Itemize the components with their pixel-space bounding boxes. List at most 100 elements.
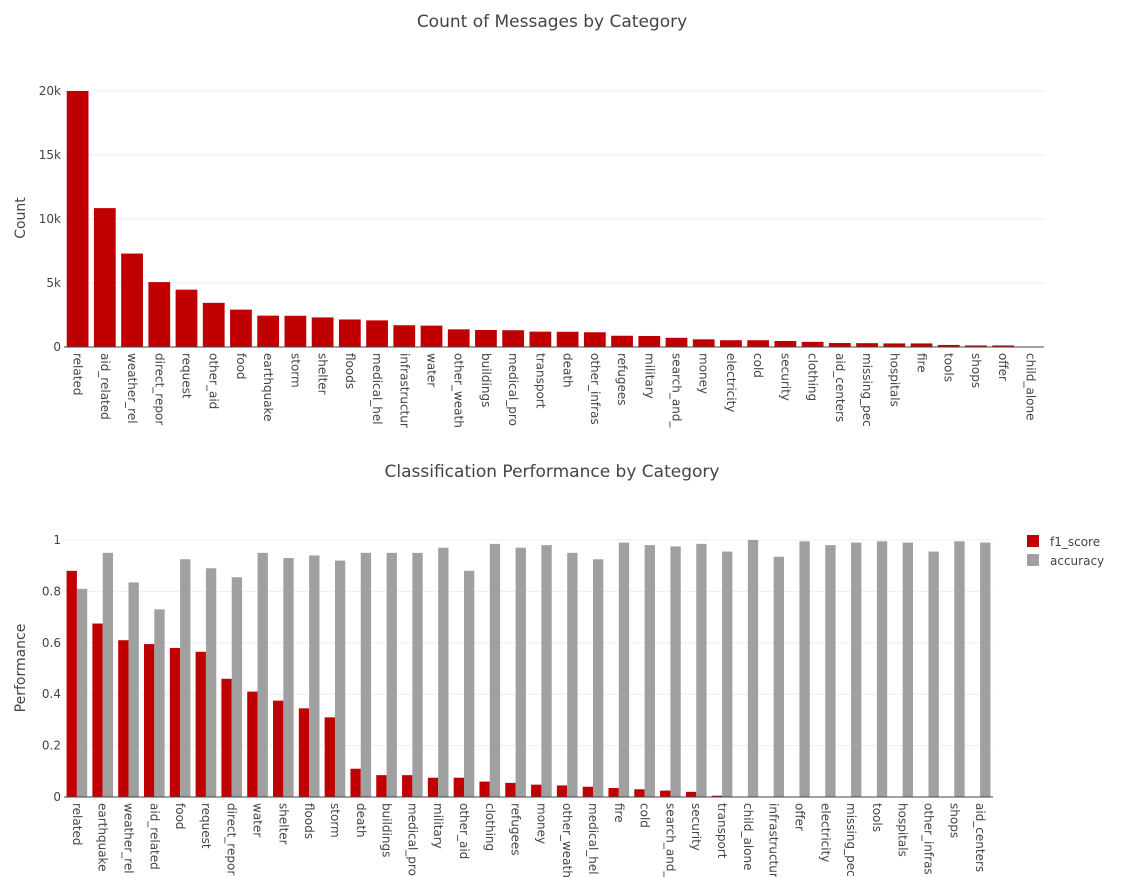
bar-f1-score-other-weath[interactable] <box>556 785 568 797</box>
bar-f1-score-death[interactable] <box>350 768 361 797</box>
bar-count-security[interactable] <box>774 340 797 347</box>
bar-count-tools[interactable] <box>937 344 960 347</box>
bar-accuracy-military[interactable] <box>438 547 449 797</box>
bar-accuracy-other-aid[interactable] <box>463 570 475 797</box>
bar-accuracy-clothing[interactable] <box>489 543 501 797</box>
bar-f1-score-refugees[interactable] <box>505 782 516 797</box>
bar-accuracy-earthquake[interactable] <box>102 552 114 797</box>
bar-accuracy-medical-pro[interactable] <box>412 552 423 797</box>
bar-accuracy-request[interactable] <box>205 568 217 797</box>
bar-accuracy-tools[interactable] <box>876 541 888 797</box>
bar-count-money[interactable] <box>692 339 715 347</box>
bar-accuracy-weather-rel[interactable] <box>128 582 139 797</box>
bar-f1-score-shelter[interactable] <box>273 700 284 797</box>
bar-f1-score-search-and-[interactable] <box>660 790 671 797</box>
bar-count-electricity[interactable] <box>720 340 742 347</box>
bar-count-aid-related[interactable] <box>93 208 116 347</box>
bar-accuracy-refugees[interactable] <box>515 547 526 797</box>
bar-count-search-and-[interactable] <box>665 337 688 347</box>
bar-accuracy-infrastructur[interactable] <box>773 556 784 797</box>
bar-f1-score-buildings[interactable] <box>376 775 387 797</box>
bar-f1-score-aid-related[interactable] <box>143 644 155 797</box>
bar-f1-score-direct-repor[interactable] <box>221 678 232 797</box>
bar-f1-score-clothing[interactable] <box>479 781 490 797</box>
bar-count-floods[interactable] <box>338 319 361 347</box>
bar-accuracy-fire[interactable] <box>618 542 630 797</box>
bar-count-aid-centers[interactable] <box>828 343 851 347</box>
legend-swatch-f1-score[interactable] <box>1027 535 1039 547</box>
bar-accuracy-security[interactable] <box>696 543 707 797</box>
bar-count-other-infras[interactable] <box>583 332 606 347</box>
bar-count-cold[interactable] <box>747 340 770 347</box>
bar-count-direct-repor[interactable] <box>148 282 171 347</box>
bar-f1-score-request[interactable] <box>195 651 206 797</box>
bar-accuracy-floods[interactable] <box>309 555 320 797</box>
bar-count-request[interactable] <box>175 289 198 347</box>
bar-f1-score-medical-pro[interactable] <box>402 775 413 797</box>
bar-accuracy-missing-pec[interactable] <box>851 542 862 797</box>
bar-f1-score-weather-rel[interactable] <box>118 640 129 797</box>
bar-accuracy-search-and-[interactable] <box>670 546 681 797</box>
bar-count-buildings[interactable] <box>475 329 497 347</box>
bar-accuracy-food[interactable] <box>180 559 191 797</box>
bar-count-medical-hel[interactable] <box>366 320 388 347</box>
bar-accuracy-child-alone[interactable] <box>747 540 759 797</box>
bar-accuracy-electricity[interactable] <box>825 545 836 797</box>
bar-count-offer[interactable] <box>992 345 1015 347</box>
bar-accuracy-storm[interactable] <box>334 560 346 797</box>
bar-count-missing-pec[interactable] <box>856 343 878 347</box>
bar-count-storm[interactable] <box>284 315 307 347</box>
bar-f1-score-money[interactable] <box>531 784 542 797</box>
bar-f1-score-cold[interactable] <box>634 789 645 797</box>
legend-label-accuracy[interactable]: accuracy <box>1050 554 1104 568</box>
bar-count-shops[interactable] <box>965 345 987 347</box>
bar-count-fire[interactable] <box>910 343 933 347</box>
bar-accuracy-aid-related[interactable] <box>154 609 165 797</box>
chart2-bars[interactable] <box>66 540 991 797</box>
bar-accuracy-money[interactable] <box>541 545 552 797</box>
bar-f1-score-food[interactable] <box>169 647 181 797</box>
bar-count-clothing[interactable] <box>801 341 824 347</box>
bar-f1-score-water[interactable] <box>247 691 258 797</box>
bar-accuracy-buildings[interactable] <box>386 552 397 797</box>
bar-f1-score-medical-hel[interactable] <box>582 786 594 797</box>
bar-accuracy-shelter[interactable] <box>283 557 294 797</box>
chart1-bars[interactable] <box>66 91 1015 347</box>
bar-count-other-aid[interactable] <box>202 302 225 347</box>
bar-accuracy-cold[interactable] <box>644 545 655 797</box>
bar-count-shelter[interactable] <box>311 317 334 347</box>
bar-f1-score-military[interactable] <box>427 777 439 797</box>
bar-count-earthquake[interactable] <box>257 315 280 347</box>
bar-count-hospitals[interactable] <box>883 343 906 347</box>
legend-swatch-accuracy[interactable] <box>1027 554 1039 566</box>
bar-f1-score-security[interactable] <box>685 791 697 797</box>
bar-count-food[interactable] <box>230 309 252 347</box>
bar-accuracy-hospitals[interactable] <box>902 542 914 797</box>
bar-count-related[interactable] <box>66 91 89 347</box>
bar-f1-score-other-aid[interactable] <box>453 777 464 797</box>
bar-count-infrastructur[interactable] <box>393 325 416 347</box>
bar-accuracy-related[interactable] <box>76 588 88 797</box>
bar-accuracy-transport[interactable] <box>722 551 733 797</box>
bar-accuracy-offer[interactable] <box>799 541 810 797</box>
legend-label-f1-score[interactable]: f1_score <box>1050 535 1100 549</box>
bar-accuracy-aid-centers[interactable] <box>980 542 991 797</box>
bar-count-weather-rel[interactable] <box>121 253 143 347</box>
bar-accuracy-other-weath[interactable] <box>567 552 578 797</box>
bar-count-death[interactable] <box>556 331 579 347</box>
chart2-legend[interactable]: f1_score accuracy <box>1027 535 1104 568</box>
bar-accuracy-direct-repor[interactable] <box>231 577 243 797</box>
bar-accuracy-water[interactable] <box>257 552 268 797</box>
bar-f1-score-fire[interactable] <box>608 788 619 797</box>
bar-f1-score-earthquake[interactable] <box>92 623 103 797</box>
bar-f1-score-storm[interactable] <box>324 717 335 797</box>
bar-accuracy-death[interactable] <box>360 552 372 797</box>
bar-f1-score-transport[interactable] <box>711 795 723 797</box>
bar-accuracy-other-infras[interactable] <box>928 551 939 797</box>
bar-count-military[interactable] <box>638 335 661 347</box>
bar-count-transport[interactable] <box>529 331 552 347</box>
bar-count-other-weath[interactable] <box>447 329 470 347</box>
bar-f1-score-related[interactable] <box>66 570 77 797</box>
bar-count-medical-pro[interactable] <box>502 330 525 347</box>
bar-count-water[interactable] <box>420 325 443 347</box>
